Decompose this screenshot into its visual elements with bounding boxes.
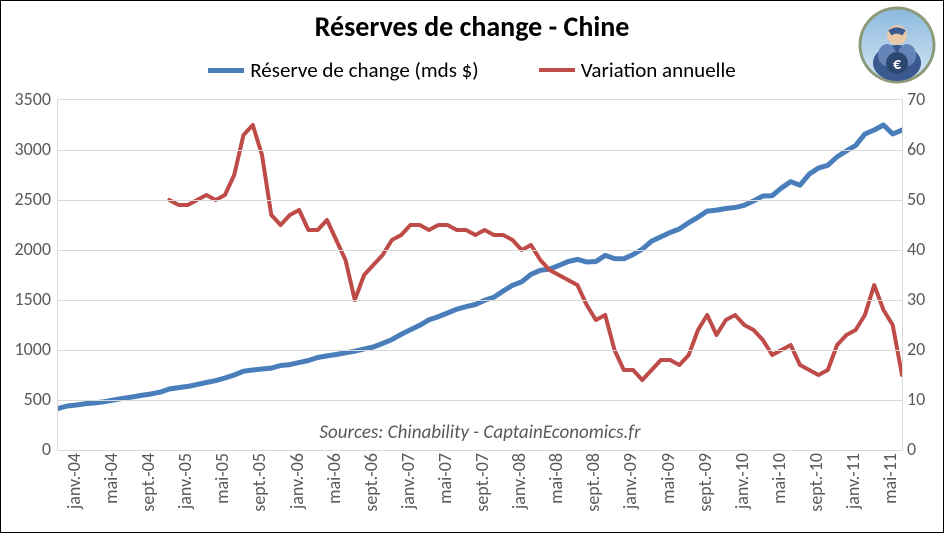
y-left-tick: 1500 [15,288,52,310]
y-right-tick: 40 [907,238,925,260]
x-tick: mai-10 [768,453,790,504]
chart-container: Réserves de change - Chine € Réserve de … [0,0,944,533]
x-tick: janv.-04 [63,453,85,509]
x-tick: sept.-08 [582,453,604,512]
y-right-tick: 70 [907,88,925,110]
source-text: Sources: Chinability - CaptainEconomics.… [58,421,902,444]
y-right-tick: 0 [907,438,916,460]
x-tick: mai-04 [100,453,122,504]
x-tick: sept.-07 [471,453,493,512]
gridline [58,300,902,301]
x-tick: janv.-10 [731,453,753,509]
gridline [58,350,902,351]
x-tick: janv.-08 [508,453,530,509]
y-left-tick: 3500 [15,88,52,110]
legend-label-reserve: Réserve de change (mds $) [250,57,478,83]
x-tick: mai-11 [879,453,901,504]
legend-swatch-reserve [208,68,244,73]
y-left-tick: 500 [24,388,51,410]
chart-lines [58,100,902,450]
legend: Réserve de change (mds $) Variation annu… [1,57,943,83]
legend-label-variation: Variation annuelle [581,57,736,83]
x-tick: sept.-04 [137,453,159,512]
x-tick: mai-05 [211,453,233,504]
gridline [58,400,902,401]
y-left-tick: 2500 [15,188,52,210]
gridline [58,250,902,251]
y-right-tick: 50 [907,188,925,210]
plot-area: Sources: Chinability - CaptainEconomics.… [57,99,903,451]
legend-swatch-variation [539,68,575,72]
x-axis: janv.-04 mai-04 sept.-04 janv.-05 mai-05 sept… [57,453,901,533]
x-tick: mai-08 [545,453,567,504]
y-left-tick: 3000 [15,138,52,160]
line-variation [169,125,902,380]
x-tick: janv.-05 [174,453,196,509]
y-right-tick: 20 [907,338,925,360]
x-tick: janv.-06 [286,453,308,509]
gridline [58,150,902,151]
x-tick: mai-09 [657,453,679,504]
x-tick: janv.-09 [619,453,641,509]
x-tick: janv.-11 [842,453,864,509]
y-left-tick: 1000 [15,338,52,360]
x-tick: janv.-07 [397,453,419,509]
y-right-tick: 10 [907,388,925,410]
legend-item-variation: Variation annuelle [539,57,736,83]
line-reserve [58,125,902,408]
y-left-tick: 2000 [15,238,52,260]
y-left-tick: 0 [42,438,51,460]
x-tick: sept.-05 [248,453,270,512]
y-axis-left: 0500100015002000250030003500 [1,99,51,449]
y-axis-right: 010203040506070 [907,99,944,449]
x-tick: mai-06 [323,453,345,504]
x-tick: sept.-10 [805,453,827,512]
x-tick: sept.-09 [694,453,716,512]
chart-title: Réserves de change - Chine [1,9,943,44]
legend-item-reserve: Réserve de change (mds $) [208,57,478,83]
y-right-tick: 30 [907,288,925,310]
x-tick: mai-07 [434,453,456,504]
x-tick: sept.-06 [360,453,382,512]
gridline [58,200,902,201]
y-right-tick: 60 [907,138,925,160]
